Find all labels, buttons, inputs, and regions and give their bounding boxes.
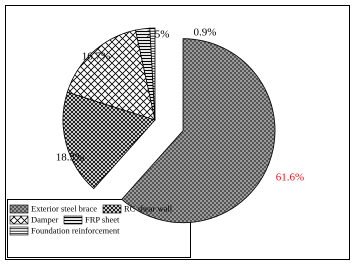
legend-label: RC shear wall: [124, 203, 173, 213]
pie-slice: [66, 29, 156, 121]
slice-label: 0.9%: [194, 27, 217, 39]
legend-label: FRP sheet: [85, 214, 120, 224]
pie-slice: [149, 27, 156, 121]
slice-label: 16.7%: [82, 51, 110, 63]
legend-swatch: [9, 226, 29, 236]
slice-label: 61.6%: [276, 172, 304, 184]
pie-slice: [62, 91, 156, 190]
legend-label: Damper: [31, 214, 59, 224]
legend-swatch: [9, 215, 29, 225]
legend-label: Exterior steel brace: [31, 203, 97, 213]
legend-swatch: [63, 215, 83, 225]
legend-label: Foundation reinforcement: [31, 225, 120, 235]
pie-slice: [121, 38, 276, 224]
legend-swatch: [9, 204, 29, 214]
legend-swatch: [102, 204, 122, 214]
slice-label: 18.3%: [56, 152, 84, 164]
pie: 61.6%18.3%16.7%2.5% 0.9%: [56, 27, 304, 224]
